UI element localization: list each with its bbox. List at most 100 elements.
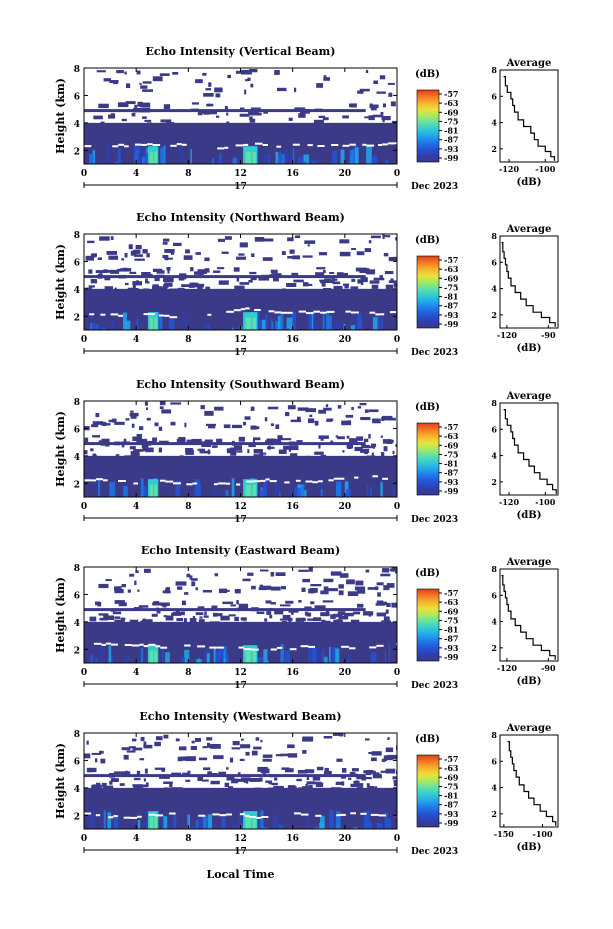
echo-cell [388,257,397,262]
echo-cell [165,652,170,663]
echo-cell [233,267,240,272]
echo-cell [191,581,196,587]
echo-cell [274,481,279,497]
echo-cell [281,288,286,292]
echo-cell [108,645,112,663]
echo-cell [357,603,364,608]
echo-cell [382,477,388,480]
echo-cell [298,600,302,603]
echo-cell [370,104,379,109]
echo-cell [313,827,320,829]
echo-cell [93,115,103,120]
echo-cell [98,613,109,616]
echo-cell [269,614,273,619]
echo-cell [366,777,372,780]
echo-cell [180,756,189,761]
echo-cell [139,82,142,85]
echo-cell [386,818,392,829]
echo-cell [160,621,163,627]
echo-cell [318,409,327,414]
echo-cell [292,148,295,164]
echo-cell [114,600,125,604]
echo-cell [214,478,217,497]
echo-cell [137,589,140,592]
echo-cell [137,101,143,107]
echo-cell [330,787,342,792]
y-tick-label: 8 [74,231,80,241]
echo-cell [152,286,163,291]
colorbar-tick-label: -69 [444,606,459,616]
echo-cell [361,281,364,285]
echo-cell [191,282,199,286]
echo-cell [395,569,397,574]
echo-cell [232,157,238,164]
colorbar-unit: (dB) [415,235,440,246]
echo-cell [84,479,92,482]
echo-cell [185,318,189,330]
echo-cell [378,814,387,817]
echo-cell [280,586,286,590]
echo-cell [125,320,131,330]
echo-cell [371,155,377,164]
profile-x-tick-label: -150 [494,829,514,839]
echo-cell [271,586,281,591]
echo-cell [250,83,254,88]
echo-cell [143,744,153,749]
echo-cell [245,751,250,756]
echo-cell [226,813,232,816]
echo-cell [97,257,102,260]
y-tick-label: 8 [74,730,80,740]
echo-cell [380,317,383,330]
echo-cell [320,280,323,284]
echo-cell [319,822,325,829]
echo-cell [96,478,103,481]
echo-cell [84,608,366,612]
x-tick-label: 0 [81,335,87,345]
echo-cell [161,647,164,663]
echo-cell [380,112,384,116]
echo-cell [270,572,275,577]
echo-cell [304,240,316,244]
echo-cell [360,812,367,815]
echo-cell [326,419,333,422]
day-label: 17 [234,182,247,192]
x-tick-label: 4 [133,335,139,345]
x-tick-label: 12 [234,834,247,844]
echo-cell [135,245,142,250]
echo-cell [218,482,226,485]
echo-cell [185,779,191,782]
echo-cell [360,417,371,421]
echo-cell [374,772,380,775]
echo-cell [339,239,350,244]
echo-cell [132,284,136,288]
echo-cell [260,739,263,743]
echo-cell [143,288,149,292]
echo-cell [322,270,326,274]
echo-cell [313,310,320,313]
colorbar-tick-label: -99 [444,319,459,329]
echo-cell [233,309,241,312]
echo-cell [336,758,343,762]
echo-cell [179,145,183,164]
echo-cell [241,69,252,75]
echo-cell [333,613,343,618]
echo-cell [140,648,144,663]
echo-cell [341,781,345,786]
echo-cell [170,402,182,405]
echo-cell [289,445,299,451]
x-tick-label: 12 [234,335,247,345]
echo-cell [308,588,315,594]
echo-cell [208,103,211,107]
echo-cell [84,753,91,759]
echo-cell [84,437,89,443]
echo-cell [249,116,253,121]
echo-cell [185,448,194,453]
echo-cell [121,747,131,751]
echo-cell [297,407,309,411]
x-tick-label: 20 [339,502,352,512]
echo-cell [279,618,290,621]
echo-cell [244,89,247,95]
colorbar-tick-label: -93 [444,477,459,487]
echo-cell [213,648,216,663]
echo-cell [287,237,294,242]
